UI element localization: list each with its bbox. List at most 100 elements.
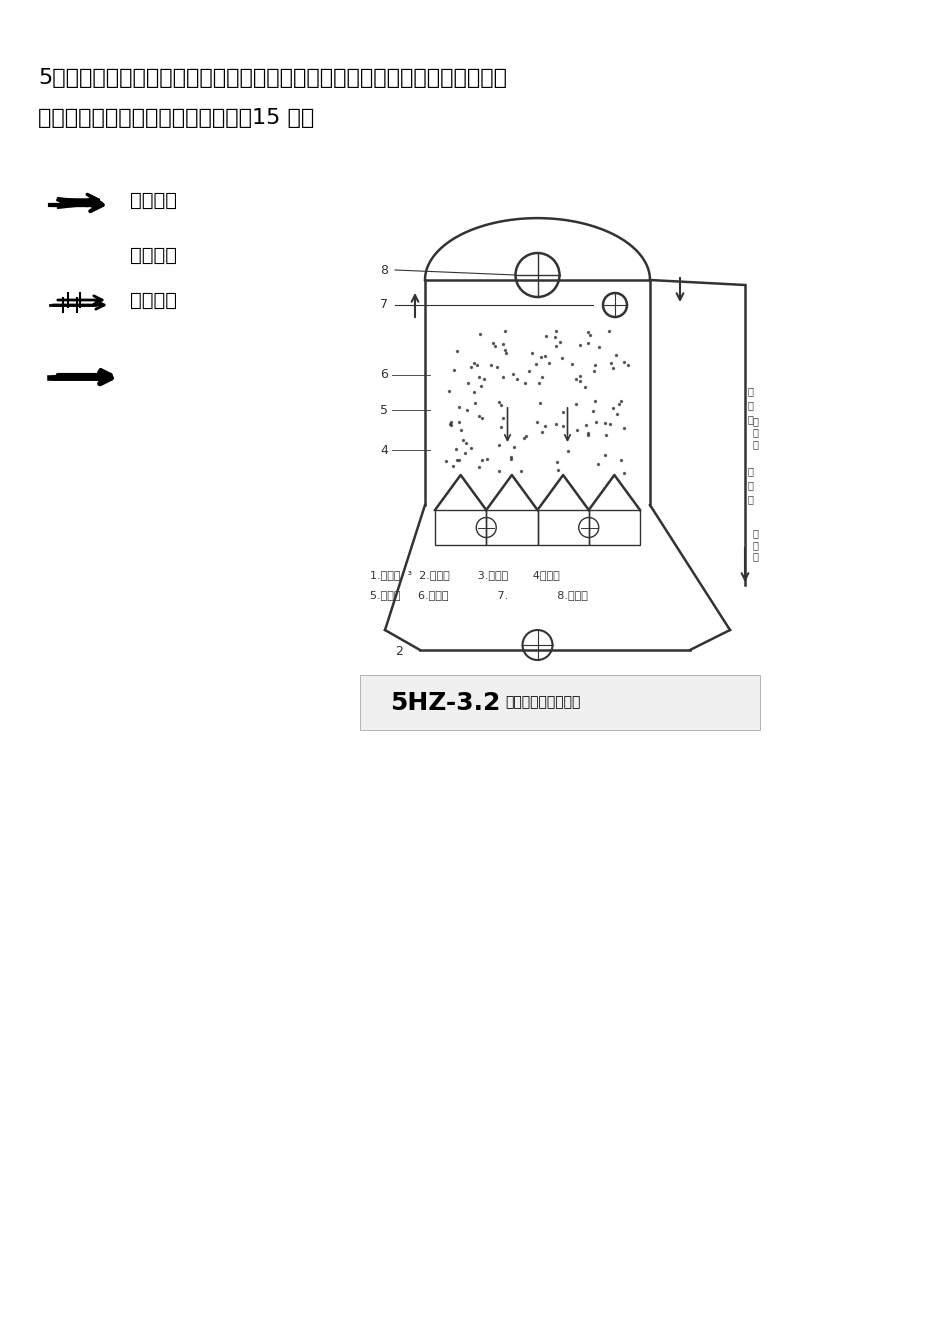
Text: 说明这种类型枯燥机的工作原理。〔15 分〕: 说明这种类型枯燥机的工作原理。〔15 分〕 [38, 108, 314, 128]
Point [568, 394, 583, 415]
Point [449, 449, 465, 470]
Point [580, 425, 596, 446]
Point [454, 419, 469, 441]
Point [553, 332, 568, 353]
Point [601, 320, 617, 341]
Point [613, 390, 628, 411]
Point [471, 366, 486, 387]
Point [505, 363, 521, 384]
Point [609, 403, 624, 425]
Point [602, 413, 618, 434]
Point [573, 333, 588, 355]
Point [555, 402, 570, 423]
Point [560, 441, 575, 462]
Point [494, 417, 509, 438]
Bar [486, 509, 538, 546]
Point [579, 414, 594, 435]
Point [484, 355, 499, 376]
Point [498, 321, 513, 343]
Point [459, 433, 474, 454]
Point [444, 411, 459, 433]
Point [446, 360, 461, 382]
Point [573, 366, 588, 387]
Point [477, 368, 492, 390]
Bar [360, 675, 760, 730]
Point [582, 325, 598, 347]
Text: 2: 2 [395, 645, 403, 659]
Point [534, 367, 549, 388]
Text: 5HZ-3.2: 5HZ-3.2 [390, 691, 501, 715]
Text: 1.下搅龙  ³  2.鼓风机        3.甩料轮       4排气室: 1.下搅龙 ³ 2.鼓风机 3.甩料轮 4排气室 [370, 570, 560, 581]
Point [620, 355, 636, 376]
Point [474, 407, 489, 429]
Bar [538, 509, 589, 546]
Point [542, 352, 557, 374]
Point [498, 339, 513, 360]
Point [494, 395, 509, 417]
Point [491, 460, 506, 481]
Point [586, 360, 601, 382]
Text: 型枯燥机工作原理图: 型枯燥机工作原理图 [505, 695, 580, 710]
Point [457, 442, 472, 464]
Point [538, 415, 553, 437]
Point [603, 352, 618, 374]
Point [548, 320, 563, 341]
Text: 热风流向: 热风流向 [130, 290, 177, 309]
Point [509, 368, 524, 390]
Point [614, 449, 629, 470]
Point [529, 353, 544, 375]
Bar [589, 509, 640, 546]
Text: 收
燥
室: 收 燥 室 [753, 528, 759, 562]
Point [460, 399, 475, 421]
Point [586, 399, 601, 421]
Point [568, 368, 583, 390]
Point [480, 449, 495, 470]
Point [578, 376, 593, 398]
Point [491, 434, 506, 456]
Point [464, 438, 479, 460]
Point [572, 370, 587, 391]
Point [506, 437, 522, 458]
Point [451, 449, 466, 470]
Text: 废弃流向: 废弃流向 [130, 246, 177, 265]
Point [534, 347, 549, 368]
Point [555, 348, 570, 370]
Point [471, 405, 486, 426]
Point [537, 345, 552, 367]
Text: 5、说明以下循环式全封闭吸引型枯燥机原理图中三种箭头所代表的含义。并且: 5、说明以下循环式全封闭吸引型枯燥机原理图中三种箭头所代表的含义。并且 [38, 69, 507, 87]
Point [485, 332, 501, 353]
Point [449, 340, 465, 362]
Point [529, 411, 544, 433]
Text: 谷物流向: 谷物流向 [130, 191, 177, 210]
Point [587, 391, 602, 413]
Point [474, 375, 489, 396]
Point [580, 422, 596, 444]
Point [524, 343, 540, 364]
Point [448, 438, 464, 460]
Point [487, 336, 503, 358]
Text: 5.透风板     6.热风道              7.              8.提升机: 5.透风板 6.热风道 7. 8.提升机 [370, 590, 588, 599]
Point [451, 411, 466, 433]
Point [474, 449, 489, 470]
Point [591, 453, 606, 474]
Point [531, 372, 546, 394]
Point [592, 336, 607, 358]
Point [616, 462, 631, 484]
Point [455, 430, 470, 452]
Point [466, 382, 482, 403]
Point [495, 407, 510, 429]
Point [513, 461, 528, 482]
Point [535, 421, 550, 442]
Point [469, 353, 484, 375]
Point [444, 414, 459, 435]
Text: 空
运
器: 空 运 器 [748, 386, 754, 423]
Text: 6: 6 [380, 368, 388, 382]
Point [617, 418, 632, 439]
Point [605, 396, 620, 418]
Point [522, 360, 537, 382]
Point [548, 413, 563, 434]
Point [472, 323, 487, 344]
Point [564, 353, 580, 375]
Point [517, 427, 532, 449]
Point [518, 372, 533, 394]
